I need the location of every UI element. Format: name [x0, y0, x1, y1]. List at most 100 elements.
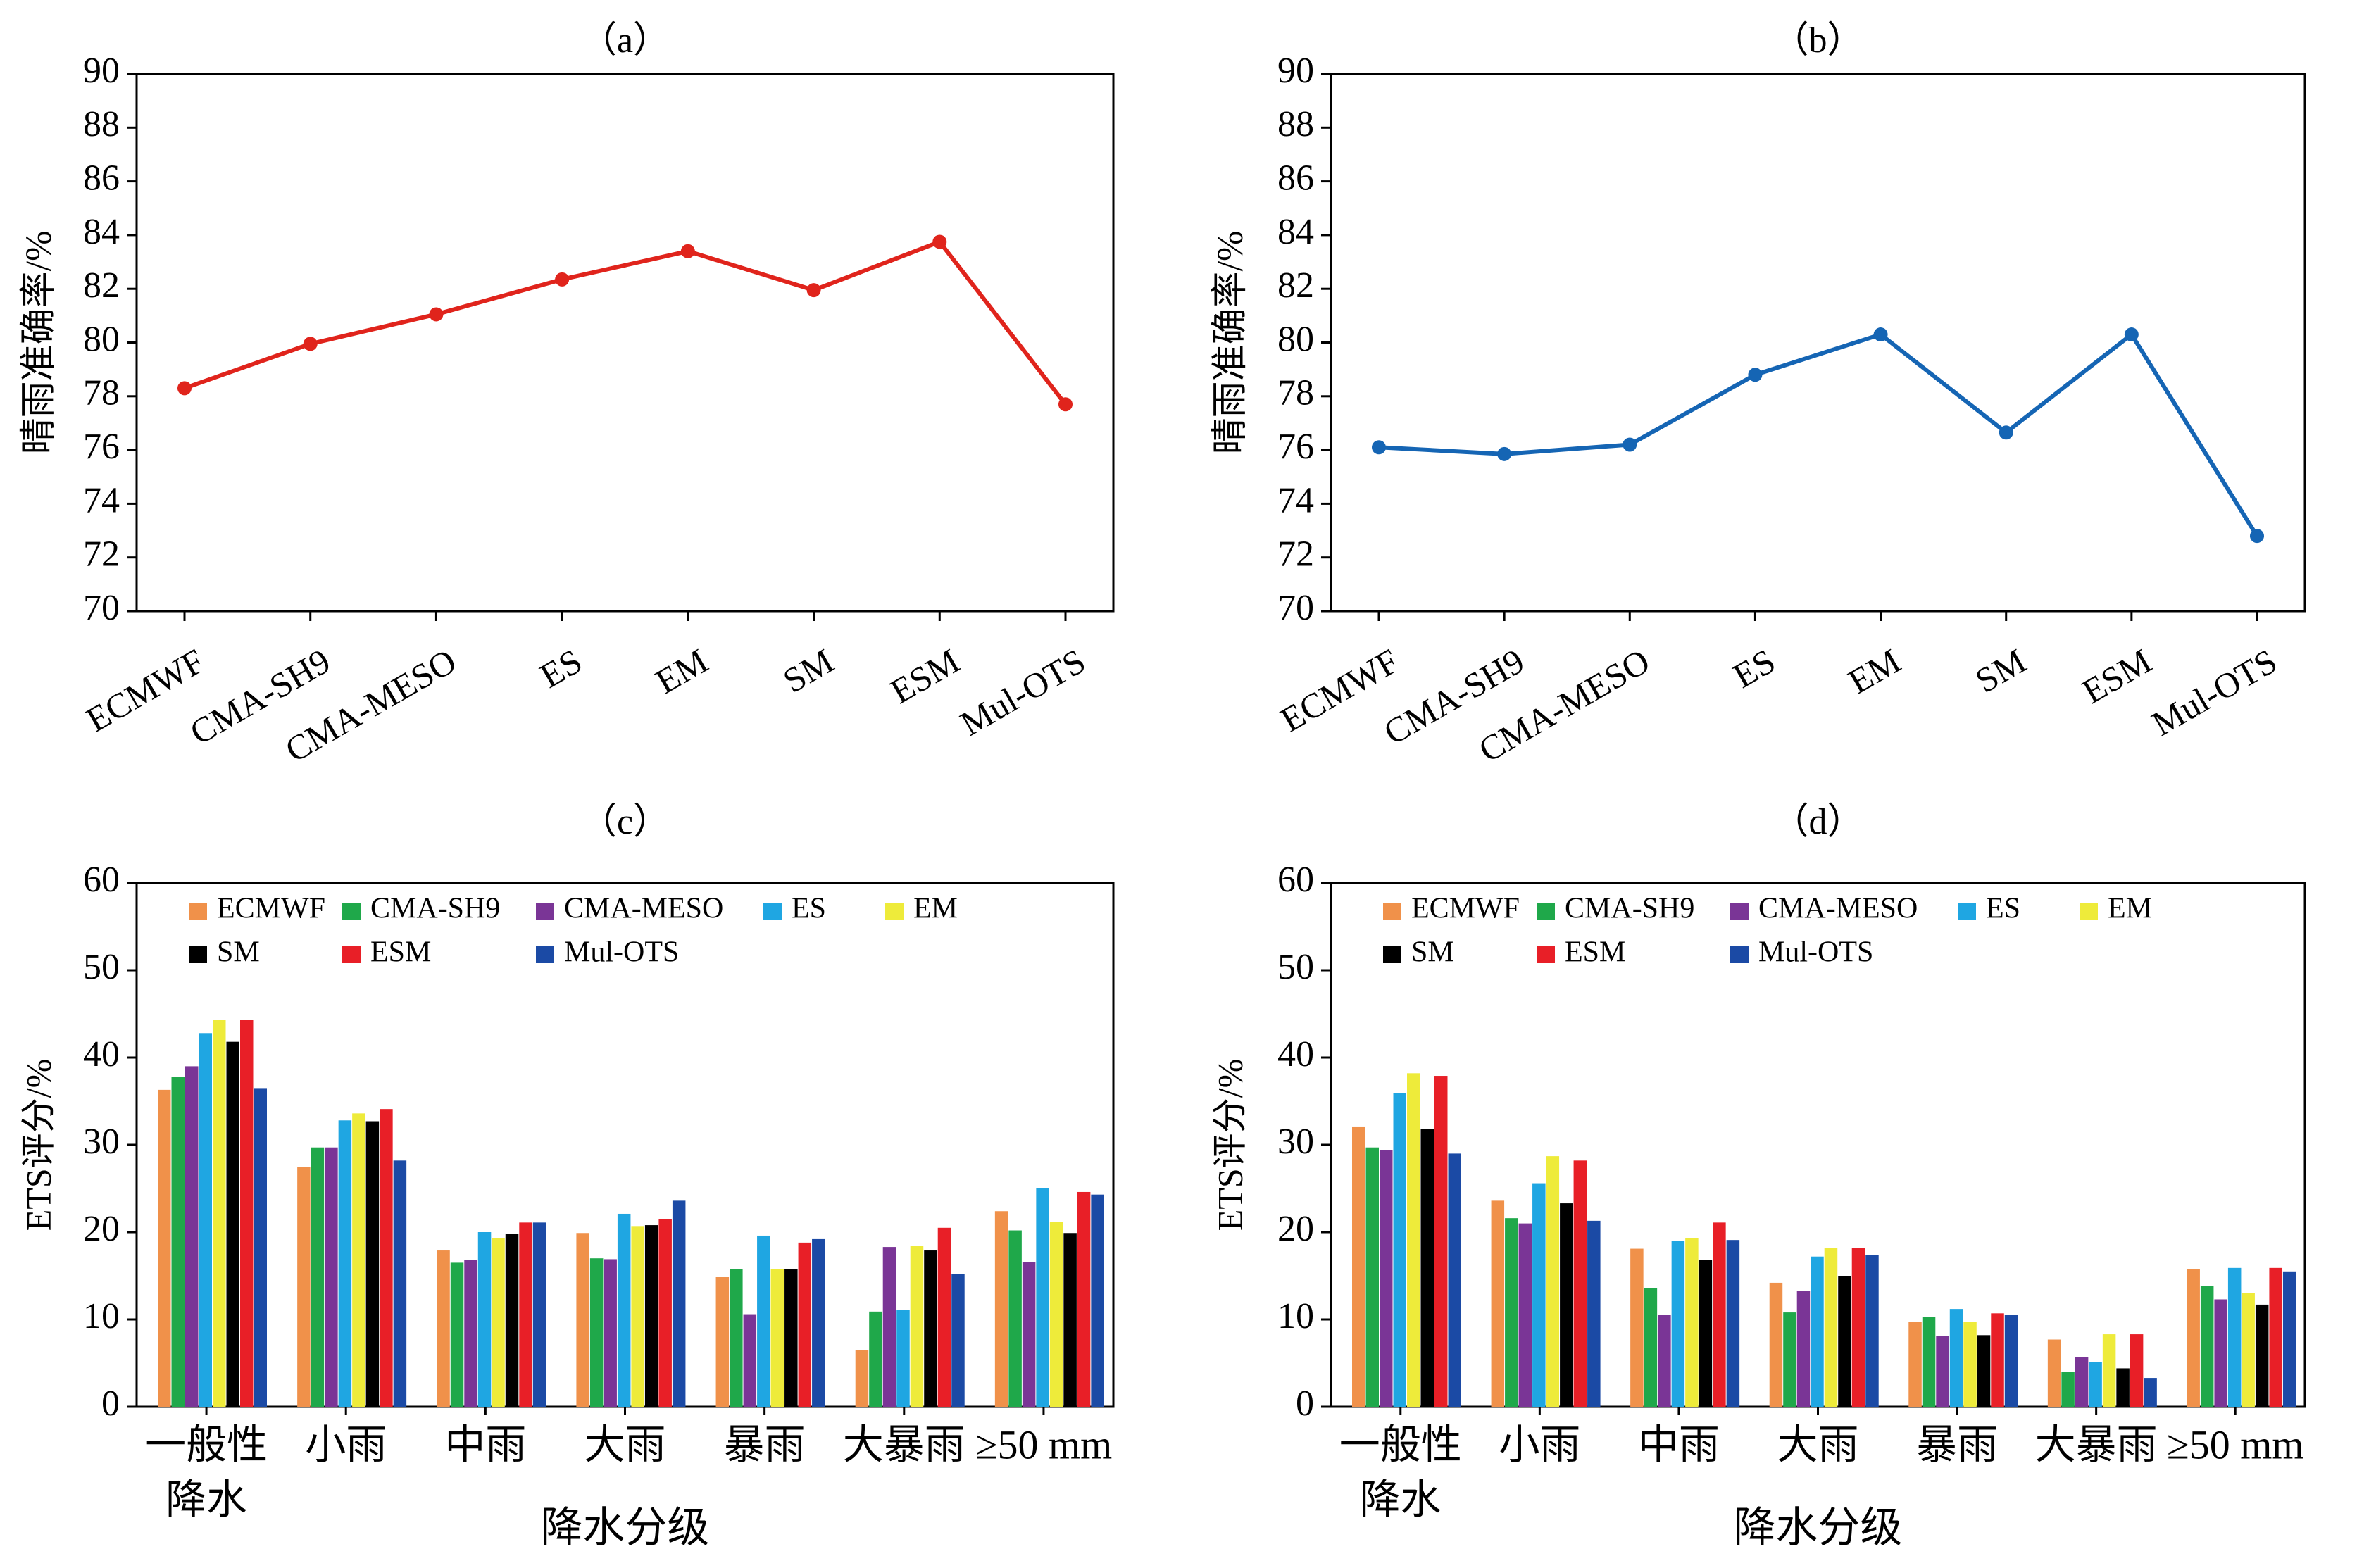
- legend-swatch: [1537, 946, 1555, 963]
- bar: [882, 1247, 896, 1407]
- bar: [158, 1089, 171, 1407]
- data-point: [1623, 437, 1637, 452]
- y-tick-label: 72: [1277, 534, 1314, 575]
- y-tick-label: 60: [83, 860, 120, 900]
- bar: [994, 1211, 1008, 1407]
- data-point: [2124, 327, 2139, 342]
- chart-panel-b: （b）7072747678808284868890晴雨准确率/%ECMWFCMA…: [1211, 20, 2306, 770]
- legend-label: SM: [217, 936, 260, 969]
- bar: [2282, 1271, 2296, 1407]
- bar: [1977, 1335, 1991, 1407]
- bar: [1532, 1183, 1546, 1407]
- legend-label: Mul-OTS: [564, 936, 679, 969]
- bar: [171, 1077, 185, 1407]
- legend-swatch: [1537, 903, 1555, 920]
- data-point: [1058, 397, 1073, 412]
- x-tick-label: 降水: [165, 1476, 247, 1522]
- bar: [1658, 1315, 1671, 1407]
- chart-title: （c）: [580, 802, 670, 842]
- data-point: [1999, 425, 2013, 440]
- series-line: [184, 239, 1068, 406]
- bar: [1420, 1129, 1434, 1407]
- y-tick-label: 90: [83, 51, 120, 91]
- legend-swatch: [763, 903, 782, 920]
- data-point: [806, 283, 821, 298]
- legend-swatch: [536, 903, 554, 920]
- legend-swatch: [1383, 946, 1401, 963]
- bar: [450, 1262, 464, 1407]
- bar: [1380, 1150, 1393, 1407]
- bar: [1796, 1291, 1811, 1407]
- y-tick-label: 86: [83, 158, 120, 199]
- bar: [1560, 1203, 1573, 1407]
- bar: [2187, 1269, 2200, 1407]
- data-point: [1748, 368, 1763, 382]
- bar: [297, 1167, 311, 1407]
- bar: [1091, 1194, 1104, 1407]
- bar: [658, 1219, 672, 1407]
- x-tick-label: 大雨: [1777, 1422, 1858, 1467]
- y-tick-label: 30: [83, 1122, 120, 1162]
- bar: [1838, 1276, 1851, 1407]
- bar: [2004, 1315, 2018, 1407]
- bar: [1865, 1255, 1879, 1407]
- bar: [2214, 1299, 2227, 1407]
- bar: [1352, 1126, 1365, 1407]
- y-tick-label: 84: [1277, 212, 1314, 252]
- legend-swatch: [885, 903, 904, 920]
- data-point: [177, 381, 192, 396]
- bar: [1022, 1262, 1036, 1407]
- bar: [1587, 1220, 1601, 1407]
- x-tick-label: ES: [533, 641, 589, 696]
- x-tick-label: SM: [1969, 641, 2033, 701]
- x-tick-label: ES: [1726, 641, 1782, 696]
- x-tick-label: ≥50 mm: [975, 1422, 1113, 1467]
- legend-label: ECMWF: [217, 893, 325, 925]
- series-line: [1378, 332, 2259, 537]
- bar: [617, 1213, 631, 1407]
- bar: [784, 1269, 798, 1407]
- y-tick-label: 82: [1277, 265, 1314, 306]
- bar: [2116, 1368, 2130, 1407]
- bar: [477, 1232, 492, 1407]
- bar: [2227, 1267, 2242, 1407]
- bar: [1922, 1317, 1936, 1407]
- y-tick-label: 86: [1277, 158, 1314, 199]
- legend-label: CMA-SH9: [1565, 893, 1694, 925]
- bar: [2269, 1267, 2282, 1407]
- data-point: [429, 307, 444, 322]
- bar: [437, 1250, 450, 1407]
- y-tick-label: 76: [1277, 427, 1314, 467]
- y-axis-label: ETS评分/%: [18, 1059, 58, 1231]
- y-tick-label: 60: [1277, 860, 1314, 900]
- bar: [924, 1250, 937, 1407]
- plot-frame: [135, 73, 1115, 613]
- x-axis-label: 降水分级: [1734, 1505, 1903, 1551]
- data-point: [680, 244, 695, 258]
- legend-label: Mul-OTS: [1758, 936, 1873, 969]
- bar: [464, 1260, 477, 1407]
- data-point: [1873, 327, 1888, 342]
- legend-label: EM: [913, 893, 958, 925]
- bar: [311, 1147, 325, 1407]
- y-tick-label: 40: [1277, 1034, 1314, 1074]
- data-point: [2250, 529, 2264, 544]
- y-tick-label: 0: [1296, 1384, 1314, 1424]
- bar: [213, 1020, 226, 1407]
- bar: [770, 1269, 784, 1407]
- bar: [226, 1041, 239, 1407]
- bar: [185, 1066, 199, 1407]
- x-tick-label: 小雨: [1499, 1422, 1580, 1467]
- y-tick-label: 72: [83, 534, 120, 575]
- y-tick-label: 80: [1277, 319, 1314, 359]
- bar: [1630, 1248, 1644, 1407]
- x-tick-label: 大雨: [584, 1422, 665, 1467]
- bar: [1908, 1322, 1922, 1407]
- bar: [1077, 1191, 1091, 1407]
- bar: [2255, 1304, 2269, 1407]
- bar: [1769, 1282, 1783, 1407]
- y-tick-label: 70: [83, 588, 120, 628]
- legend-swatch: [342, 903, 361, 920]
- bar: [869, 1311, 882, 1407]
